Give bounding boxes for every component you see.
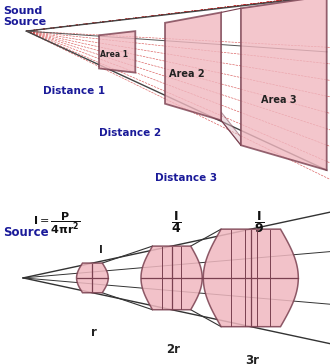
Text: Distance 3: Distance 3 — [155, 173, 217, 183]
Polygon shape — [221, 112, 241, 145]
Polygon shape — [141, 246, 202, 310]
Polygon shape — [165, 12, 221, 120]
Text: Distance 1: Distance 1 — [43, 86, 105, 96]
Polygon shape — [203, 229, 298, 327]
Text: Area 3: Area 3 — [261, 95, 297, 104]
Text: r: r — [91, 326, 97, 339]
Text: $\dfrac{\mathbf{I}}{\mathbf{4}}$: $\dfrac{\mathbf{I}}{\mathbf{4}}$ — [171, 209, 182, 235]
Polygon shape — [77, 263, 108, 293]
Text: Distance 2: Distance 2 — [99, 128, 161, 138]
Text: Source: Source — [3, 226, 49, 239]
Polygon shape — [99, 31, 135, 72]
Polygon shape — [241, 0, 327, 170]
Text: I: I — [99, 245, 103, 255]
Text: 2r: 2r — [166, 343, 180, 356]
Text: $\dfrac{\mathbf{I}}{\mathbf{9}}$: $\dfrac{\mathbf{I}}{\mathbf{9}}$ — [254, 209, 264, 235]
Text: 3r: 3r — [246, 355, 259, 364]
Text: Area 1: Area 1 — [100, 51, 128, 59]
Text: $\mathbf{I} = \dfrac{\mathbf{P}}{\mathbf{4\pi r^2}}$: $\mathbf{I} = \dfrac{\mathbf{P}}{\mathbf… — [33, 211, 81, 236]
Text: Sound
Source: Sound Source — [3, 6, 47, 27]
Text: Area 2: Area 2 — [169, 69, 204, 79]
